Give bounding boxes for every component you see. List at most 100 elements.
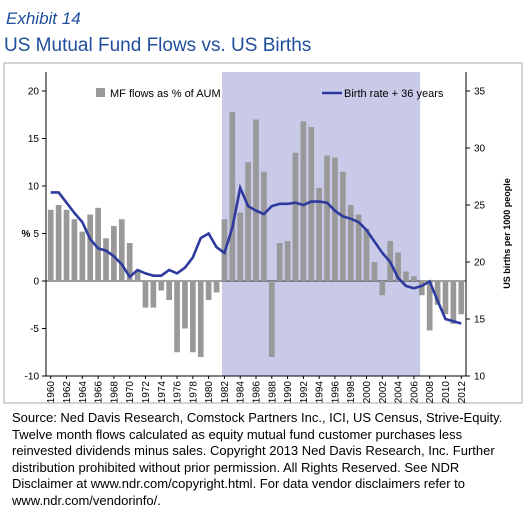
bar xyxy=(355,214,362,281)
x-tick-label: 1960 xyxy=(46,381,57,404)
y-tick-label: -10 xyxy=(25,372,40,383)
y-axis-label: % xyxy=(22,229,31,240)
bar xyxy=(126,243,133,281)
bar xyxy=(268,281,275,357)
y2-tick-label: 35 xyxy=(474,87,486,98)
y-tick-label: 20 xyxy=(28,87,40,98)
bar xyxy=(142,281,149,308)
bar xyxy=(379,281,386,296)
chart-title: US Mutual Fund Flows vs. US Births xyxy=(4,35,311,56)
bar xyxy=(150,281,157,308)
bar xyxy=(324,155,330,281)
x-tick-label: 2012 xyxy=(457,381,468,404)
x-tick-label: 1974 xyxy=(157,381,168,404)
x-tick-label: 1988 xyxy=(267,381,278,404)
bar xyxy=(229,111,236,282)
legend-swatch xyxy=(96,88,105,97)
x-tick-label: 1998 xyxy=(346,381,357,404)
x-tick-label: 2002 xyxy=(378,381,389,404)
x-tick-label: 1980 xyxy=(204,381,215,404)
x-tick-label: 2006 xyxy=(409,381,420,404)
y-tick-label: 5 xyxy=(33,229,39,240)
chart: Exhibit 14 US Mutual Fund Flows vs. US B… xyxy=(3,9,523,404)
bar xyxy=(111,225,117,281)
bar xyxy=(79,231,86,281)
bar xyxy=(332,157,338,281)
x-tick-label: 1964 xyxy=(78,381,89,404)
bar xyxy=(363,228,370,281)
x-tick-label: 1970 xyxy=(125,381,136,404)
bar xyxy=(418,281,425,296)
bar xyxy=(450,281,457,324)
x-tick-label: 1976 xyxy=(173,381,184,404)
bar xyxy=(403,271,409,281)
x-tick-label: 1972 xyxy=(141,381,152,404)
bar xyxy=(300,121,307,282)
x-tick-label: 1966 xyxy=(94,381,105,404)
bar xyxy=(308,127,315,281)
x-tick-label: 1962 xyxy=(62,381,73,404)
bar xyxy=(411,276,417,281)
bar xyxy=(166,281,172,300)
y-tick-label: 10 xyxy=(28,182,40,193)
x-tick-label: 1992 xyxy=(299,381,310,404)
x-tick-label: 1982 xyxy=(220,381,231,404)
bar xyxy=(205,281,212,300)
bar xyxy=(253,119,259,281)
bar xyxy=(237,212,244,281)
x-tick-label: 1994 xyxy=(315,381,326,404)
bar xyxy=(276,243,283,281)
bar xyxy=(71,219,78,281)
legend-label: Birth rate + 36 years xyxy=(344,88,444,100)
bar xyxy=(174,281,180,353)
bar xyxy=(458,281,465,315)
bar xyxy=(55,205,62,281)
bar xyxy=(182,281,188,329)
line xyxy=(50,183,462,325)
y2-axis-label: US births per 1000 people xyxy=(502,178,512,289)
y-tick-label: 0 xyxy=(33,277,39,288)
bar xyxy=(395,252,401,281)
bar xyxy=(442,281,449,315)
bar xyxy=(213,281,220,293)
bar xyxy=(284,241,291,281)
bar xyxy=(190,281,196,353)
bar xyxy=(371,262,378,281)
x-tick-label: 2004 xyxy=(394,381,405,404)
y2-tick-label: 20 xyxy=(474,258,486,269)
x-tick-label: 1996 xyxy=(330,381,341,404)
bar xyxy=(118,219,125,281)
x-tick-label: 1984 xyxy=(236,381,247,404)
bar xyxy=(261,171,267,281)
bar xyxy=(245,162,251,281)
bar xyxy=(434,281,441,305)
y2-tick-label: 25 xyxy=(474,201,486,212)
bar xyxy=(316,187,322,281)
x-tick-label: 1990 xyxy=(283,381,294,404)
y2-tick-label: 15 xyxy=(474,315,486,326)
bar xyxy=(197,281,204,357)
bar xyxy=(103,238,109,281)
x-tick-label: 2010 xyxy=(441,381,452,404)
bar xyxy=(292,152,299,281)
x-tick-label: 1978 xyxy=(188,381,199,404)
bar xyxy=(340,171,346,281)
y2-tick-label: 10 xyxy=(474,372,486,383)
x-tick-label: 1968 xyxy=(109,381,120,404)
bar xyxy=(134,271,141,281)
y-tick-label: 15 xyxy=(28,134,40,145)
x-tick-label: 2000 xyxy=(362,381,373,404)
source-note: Source: Ned Davis Research, Comstock Par… xyxy=(12,410,503,508)
bar xyxy=(95,207,101,281)
x-tick-label: 1986 xyxy=(252,381,263,404)
legend-label: MF flows as % of AUM xyxy=(110,88,221,100)
bar xyxy=(426,281,433,331)
exhibit-label: Exhibit 14 xyxy=(6,9,81,28)
bar xyxy=(47,209,54,281)
x-tick-label: 2008 xyxy=(425,381,436,404)
bar xyxy=(347,205,354,281)
bar xyxy=(158,281,165,291)
bar xyxy=(87,214,94,281)
